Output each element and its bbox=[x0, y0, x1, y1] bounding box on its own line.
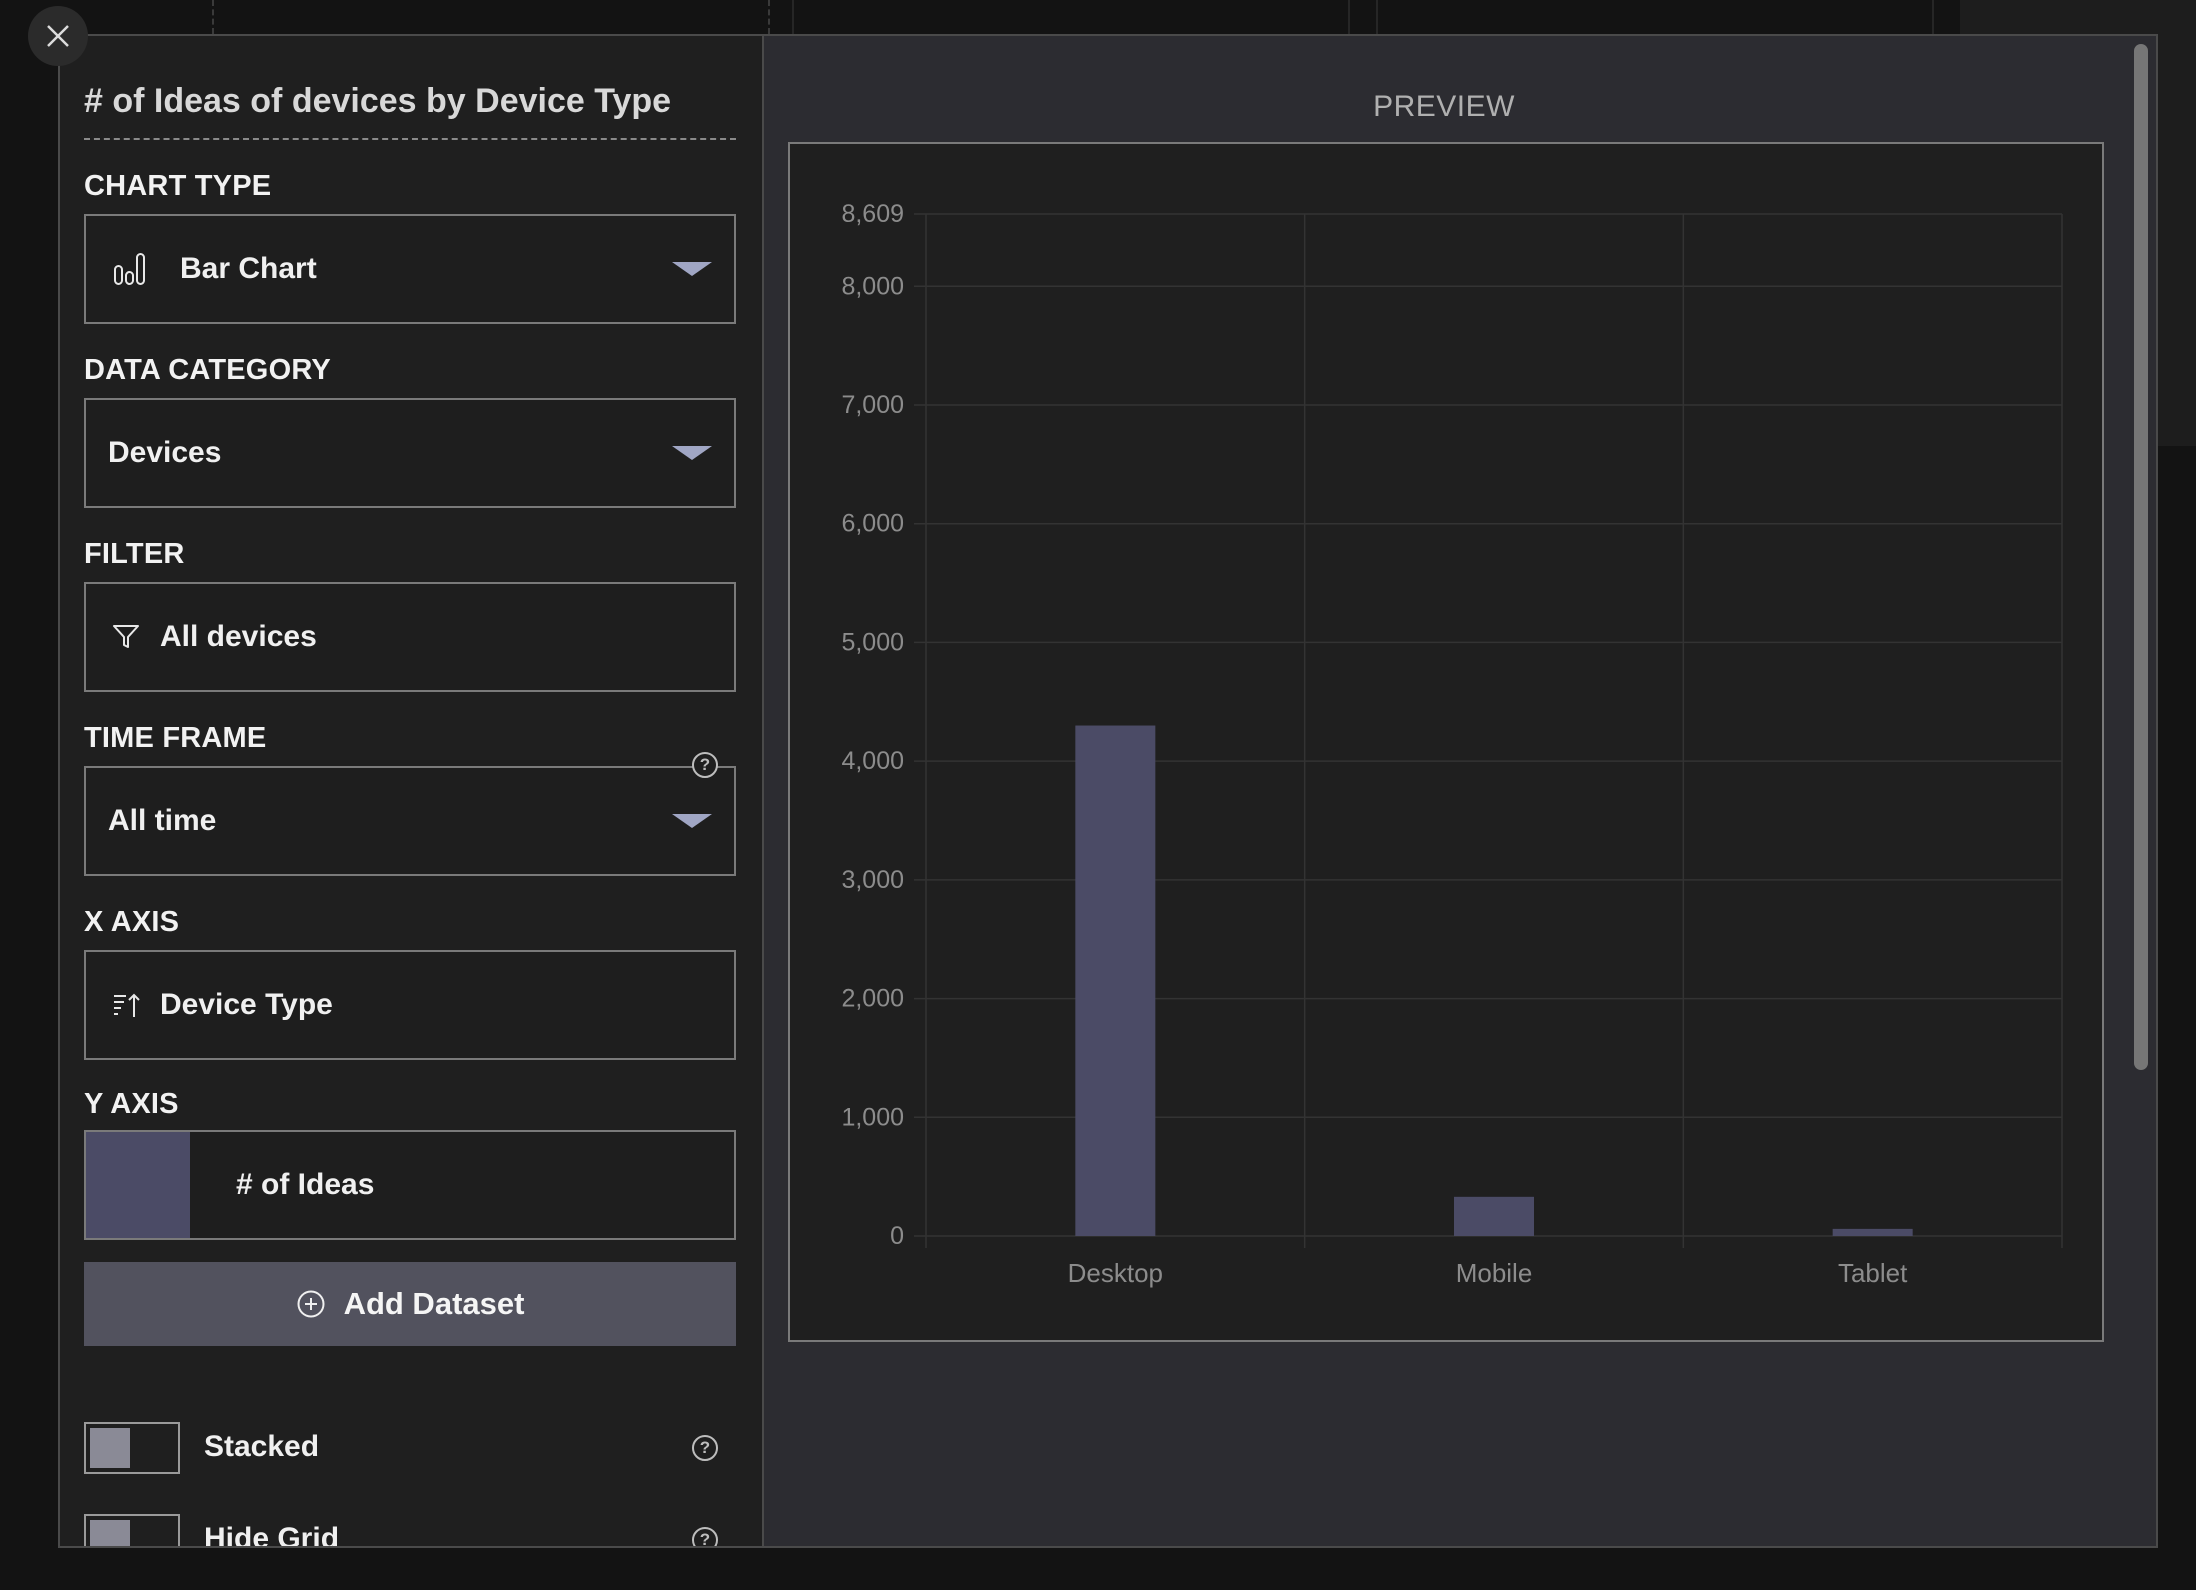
y-tick-label: 6,000 bbox=[841, 510, 904, 538]
stacked-label: Stacked bbox=[204, 1430, 320, 1463]
help-icon[interactable]: ? bbox=[692, 1435, 718, 1461]
filter-select[interactable]: All devices bbox=[84, 582, 736, 692]
y-tick-label: 3,000 bbox=[841, 866, 904, 894]
time-frame-select[interactable]: All time bbox=[84, 766, 736, 876]
bar-chart: 0 1,000 2,000 3,000 4,000 5,000 6,000 7,000 8,00… bbox=[841, 200, 2063, 1288]
chart-config-panel: # of Ideas of devices by Device Type CHA… bbox=[60, 36, 762, 1546]
chevron-down-icon bbox=[672, 262, 712, 276]
background-gridline bbox=[212, 0, 214, 34]
bar-chart-icon bbox=[112, 252, 148, 286]
background-divider bbox=[1376, 0, 1378, 34]
x-tick-label: Desktop bbox=[1068, 1258, 1163, 1288]
background-divider bbox=[1932, 0, 1934, 34]
y-axis-label: Y AXIS bbox=[84, 1088, 179, 1120]
chart-type-label: CHART TYPE bbox=[84, 170, 272, 202]
sort-icon bbox=[112, 991, 142, 1019]
close-button[interactable] bbox=[28, 6, 88, 66]
time-frame-value: All time bbox=[108, 804, 217, 837]
data-category-value: Devices bbox=[108, 436, 222, 469]
chevron-down-icon bbox=[672, 446, 712, 460]
x-axis-value: Device Type bbox=[160, 988, 333, 1021]
y-tick-label: 7,000 bbox=[841, 391, 904, 419]
hide-grid-label: Hide Grid bbox=[204, 1522, 340, 1548]
x-axis-label: X AXIS bbox=[84, 906, 180, 938]
filter-icon bbox=[112, 623, 140, 651]
help-icon[interactable]: ? bbox=[692, 1527, 718, 1546]
background-divider bbox=[792, 0, 794, 34]
x-tick-label: Mobile bbox=[1456, 1258, 1533, 1288]
y-tick-label: 5,000 bbox=[841, 628, 904, 656]
data-category-select[interactable]: Devices bbox=[84, 398, 736, 508]
chart-type-value: Bar Chart bbox=[180, 252, 317, 285]
y-tick-label: 8,000 bbox=[841, 272, 904, 300]
time-frame-label: TIME FRAME bbox=[84, 722, 267, 754]
chart-type-select[interactable]: Bar Chart bbox=[84, 214, 736, 324]
close-icon bbox=[47, 25, 69, 47]
toggle-knob bbox=[90, 1428, 130, 1468]
y-tick-label: 4,000 bbox=[841, 747, 904, 775]
background-divider bbox=[1348, 0, 1350, 34]
y-axis-value[interactable]: # of Ideas bbox=[236, 1168, 375, 1201]
hide-grid-toggle[interactable] bbox=[84, 1514, 180, 1546]
y-tick-label: 2,000 bbox=[841, 985, 904, 1013]
chart-editor-modal: # of Ideas of devices by Device Type CHA… bbox=[58, 34, 2158, 1548]
bar-mobile bbox=[1454, 1196, 1534, 1236]
panel-divider bbox=[762, 36, 764, 1546]
scrollbar-thumb[interactable] bbox=[2134, 44, 2148, 1070]
stacked-toggle[interactable] bbox=[84, 1422, 180, 1474]
bar-desktop bbox=[1075, 725, 1156, 1236]
x-tick-label: Tablet bbox=[1838, 1258, 1908, 1288]
chevron-down-icon bbox=[672, 814, 712, 828]
dataset-color-swatch[interactable] bbox=[86, 1132, 190, 1238]
preview-scrollbar[interactable] bbox=[2124, 36, 2156, 1546]
toggle-knob bbox=[90, 1520, 130, 1546]
y-tick-label: 8,609 bbox=[841, 200, 904, 228]
y-tick-label: 1,000 bbox=[841, 1103, 904, 1131]
y-axis-dataset: # of Ideas bbox=[84, 1130, 736, 1240]
preview-title: PREVIEW bbox=[1373, 90, 1515, 123]
plus-circle-icon bbox=[297, 1290, 325, 1318]
bar-tablet bbox=[1832, 1228, 1913, 1236]
chart-preview: 0 1,000 2,000 3,000 4,000 5,000 6,000 7,000 8,00… bbox=[788, 142, 2104, 1342]
chart-title-input[interactable]: # of Ideas of devices by Device Type bbox=[84, 80, 736, 140]
filter-value: All devices bbox=[160, 620, 317, 653]
filter-label: FILTER bbox=[84, 538, 185, 570]
preview-panel: PREVIEW 0 1,000 2,000 3,000 4,000 5,000 6,000 7… bbox=[764, 36, 2156, 1546]
help-icon[interactable]: ? bbox=[692, 752, 718, 778]
background-gridline bbox=[768, 0, 770, 34]
y-tick-label: 0 bbox=[890, 1222, 904, 1250]
add-dataset-button[interactable]: Add Dataset bbox=[84, 1262, 736, 1346]
x-axis-select[interactable]: Device Type bbox=[84, 950, 736, 1060]
data-category-label: DATA CATEGORY bbox=[84, 354, 331, 386]
add-dataset-label: Add Dataset bbox=[343, 1286, 525, 1321]
